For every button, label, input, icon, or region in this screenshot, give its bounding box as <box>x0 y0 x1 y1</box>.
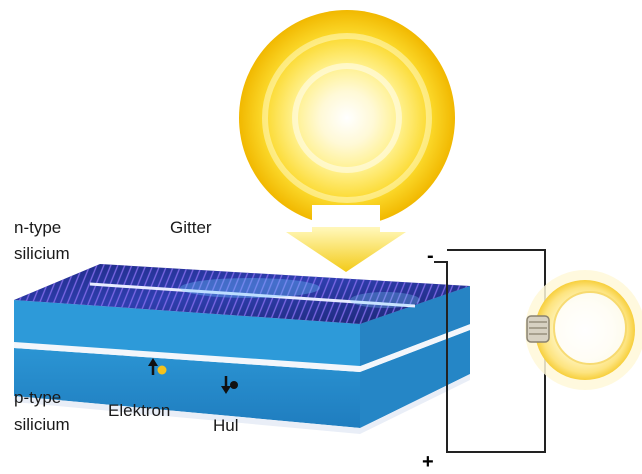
p-type-layer <box>14 330 470 428</box>
p-type-label-line2: silicium <box>14 415 70 434</box>
sun-icon <box>239 10 455 226</box>
hole-marker <box>221 376 238 394</box>
n-type-label-line2: silicium <box>14 244 70 263</box>
light-arrow-icon <box>286 205 406 272</box>
n-type-layer <box>14 286 470 366</box>
grid-label: Gitter <box>170 218 212 237</box>
electron-marker <box>148 358 167 375</box>
minus-terminal-label: - <box>427 245 434 267</box>
light-bulb-icon <box>525 270 642 390</box>
plus-terminal-label: + <box>422 451 434 473</box>
p-type-label-line1: p-type <box>14 388 62 407</box>
pn-junction <box>14 324 470 372</box>
electron-label: Elektron <box>108 401 171 420</box>
grid-busbar <box>89 282 416 308</box>
solar-cell <box>14 264 470 434</box>
hole-label: Hul <box>213 416 239 435</box>
n-type-label-line1: n-type <box>14 218 62 237</box>
